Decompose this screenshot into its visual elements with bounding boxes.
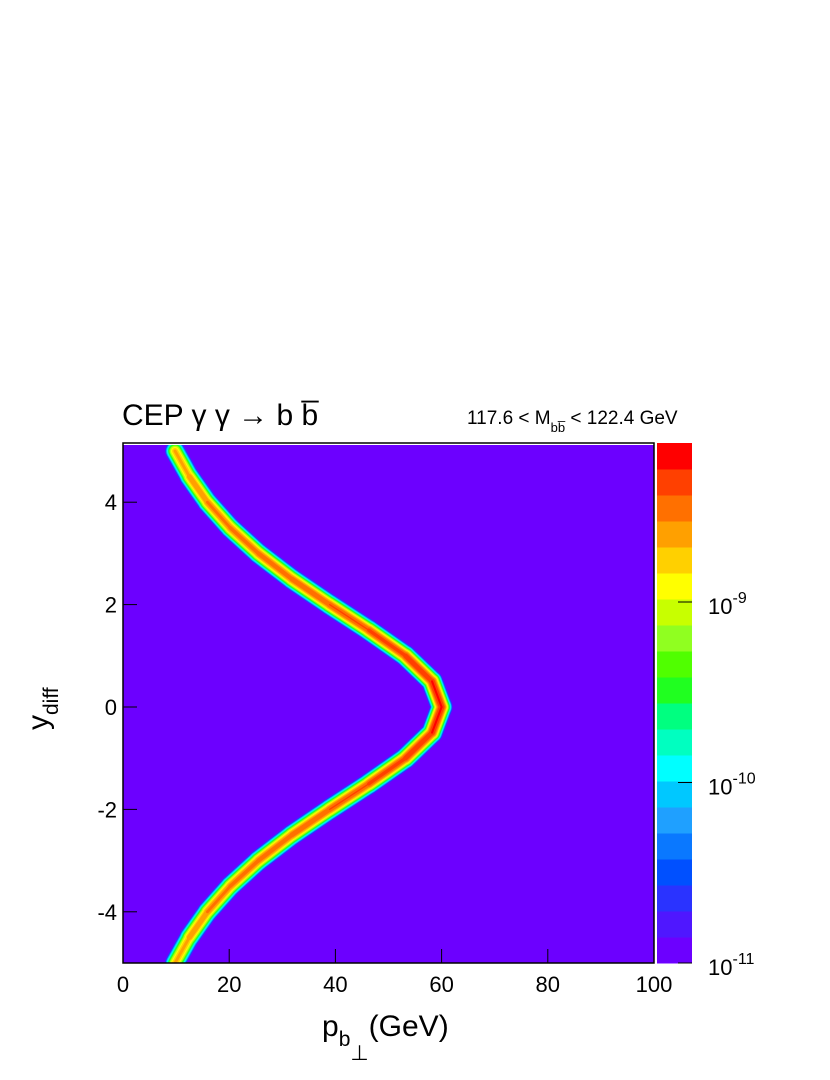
tick-exponent: -11 — [732, 951, 754, 968]
ridge-band — [206, 884, 232, 914]
x-tick-label: 40 — [323, 972, 347, 997]
ridge-band — [228, 525, 261, 556]
ridge-band — [289, 576, 332, 607]
x-label-sub: b — [339, 1028, 351, 1051]
ridge-band — [289, 807, 332, 838]
ridge — [164, 445, 453, 963]
x-label-unit: (GeV) — [369, 1010, 449, 1043]
x-label-main: p — [322, 1010, 339, 1043]
y-tick-label: 4 — [105, 490, 117, 515]
colorbar-level — [657, 651, 692, 678]
ridge-band — [256, 832, 294, 863]
tick-base: 10 — [708, 774, 732, 799]
x-tick-label: 80 — [536, 972, 560, 997]
colorbar-level — [657, 937, 692, 964]
ridge-band — [431, 705, 443, 734]
ridge-band — [403, 653, 435, 684]
y-axis-label: ydiff — [22, 687, 63, 730]
x-tick-label: 60 — [429, 972, 453, 997]
plot-area — [122, 442, 655, 964]
x-tick-label: 100 — [636, 972, 673, 997]
frame — [122, 442, 655, 964]
colorbar-level — [657, 521, 692, 548]
colorbar-level — [657, 703, 692, 730]
colorbar-level — [657, 677, 692, 704]
ridge-band — [186, 474, 210, 505]
tick-exponent: -10 — [732, 770, 755, 787]
ridge-band — [186, 909, 210, 940]
x-label-subsub: ⊥ — [350, 1042, 368, 1065]
ridge-band — [403, 730, 435, 761]
y-tick-label: 2 — [105, 593, 117, 618]
colorbar-tick-label: 10-10 — [708, 770, 756, 799]
background-cells — [123, 445, 654, 963]
ridge-band — [367, 628, 408, 658]
colorbar-level — [657, 729, 692, 756]
annotation-text: 117.6 < M — [467, 408, 551, 429]
colorbar-level — [657, 573, 692, 600]
ridge-band — [328, 603, 370, 631]
ridge-band — [328, 783, 370, 811]
colorbar-level — [657, 443, 692, 470]
annotation-text: < 122.4 GeV — [565, 408, 678, 429]
colorbar-level — [657, 833, 692, 860]
chart-title: CEP γ γ → b b̅ — [122, 399, 319, 432]
colorbar-level — [657, 625, 692, 652]
ridge-band — [367, 756, 408, 786]
ridge-band — [173, 449, 191, 479]
y-label-main: y — [22, 715, 55, 730]
ridge-band — [228, 858, 261, 889]
y-label-sub: diff — [40, 687, 63, 715]
x-tick-label: 20 — [217, 972, 241, 997]
ridge-band — [431, 680, 443, 709]
annotation-sub: bb̅ — [551, 420, 566, 435]
y-tick-label: 0 — [105, 695, 117, 720]
tick-exponent: -9 — [732, 590, 746, 607]
x-tick-label: 0 — [117, 972, 129, 997]
colorbar-level — [657, 781, 692, 808]
colorbar-level — [657, 859, 692, 886]
tick-base: 10 — [708, 955, 732, 980]
x-axis-label: pb⊥(GeV) — [322, 1010, 449, 1065]
colorbar-tick-label: 10-9 — [708, 590, 747, 619]
colorbar-level — [657, 599, 692, 626]
colorbar-level — [657, 885, 692, 912]
tick-base: 10 — [708, 594, 732, 619]
y-tick-label: -4 — [97, 900, 117, 925]
colorbar-level — [657, 755, 692, 782]
colorbar-level — [657, 807, 692, 834]
colorbar-level — [657, 911, 692, 938]
colorbar-level — [657, 547, 692, 574]
ridge-band — [173, 935, 191, 963]
colorbar-tick-label: 10-11 — [708, 951, 755, 980]
ridge-band — [206, 500, 232, 530]
ridge-band — [256, 551, 294, 582]
annotation: 117.6 < Mbb̅ < 122.4 GeV — [467, 408, 678, 435]
colorbar-level — [657, 469, 692, 496]
y-tick-label: -2 — [97, 797, 117, 822]
colorbar-level — [657, 495, 692, 522]
